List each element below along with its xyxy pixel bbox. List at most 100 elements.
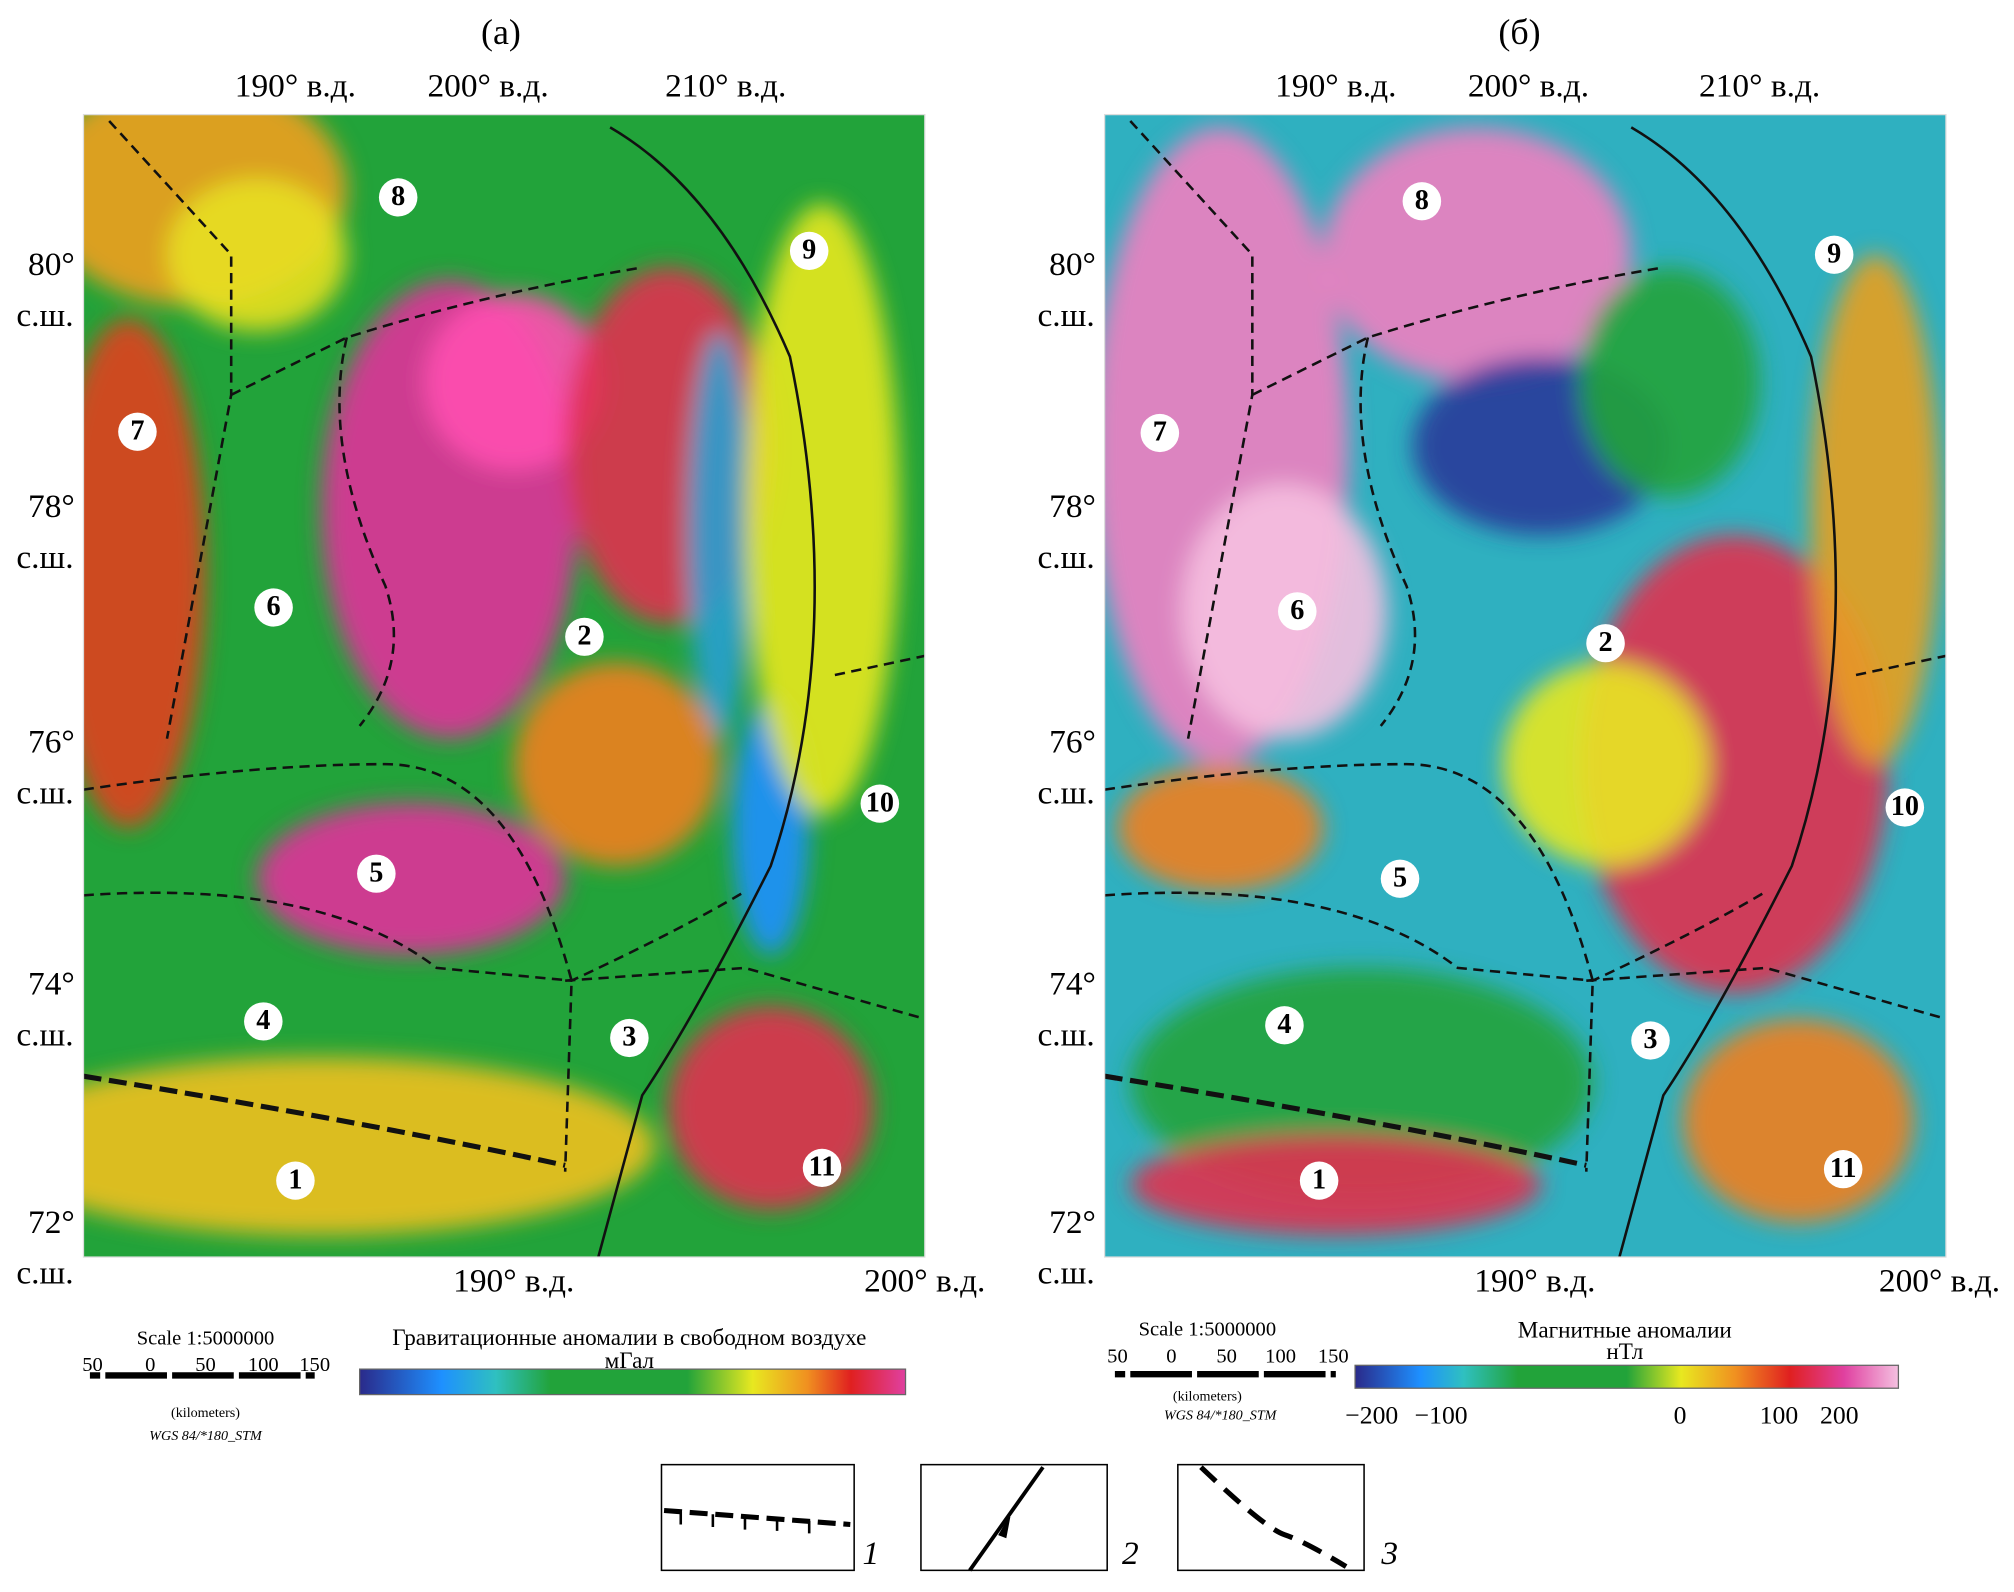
lat-label: с.ш. bbox=[1037, 1017, 1094, 1054]
region-marker bbox=[244, 1002, 283, 1041]
lat-label: 74° bbox=[28, 966, 75, 1003]
lat-label: с.ш. bbox=[16, 1017, 73, 1054]
scale-projection: WGS 84/*180_STM bbox=[149, 1428, 263, 1444]
map bbox=[1103, 113, 1947, 1258]
boundary bbox=[1855, 654, 1946, 677]
lat-label: с.ш. bbox=[1037, 1255, 1094, 1292]
lat-label: 72° bbox=[28, 1204, 75, 1241]
lat-label: 78° bbox=[1049, 488, 1096, 525]
region-marker bbox=[276, 1161, 315, 1200]
region-label: 11 bbox=[809, 1152, 836, 1183]
colorbar-title: Магнитные аномалии bbox=[1518, 1317, 1732, 1343]
lat-label: с.ш. bbox=[16, 775, 73, 812]
boundary bbox=[834, 654, 925, 677]
lat-label: 80° bbox=[1049, 246, 1096, 283]
scale-unit: (kilometers) bbox=[1173, 1388, 1242, 1404]
region-label: 10 bbox=[1891, 791, 1919, 822]
scale-title: Scale 1:5000000 bbox=[137, 1328, 274, 1350]
anomaly bbox=[423, 292, 604, 472]
region-label: 4 bbox=[256, 1005, 270, 1036]
lat-label: 78° bbox=[28, 488, 75, 525]
lat-label: с.ш. bbox=[16, 1255, 73, 1292]
lat-label: с.ш. bbox=[16, 297, 73, 334]
lat-label: с.ш. bbox=[16, 539, 73, 576]
colorbar-tick: 0 bbox=[1674, 1400, 1687, 1429]
region-label: 2 bbox=[577, 621, 591, 652]
lat-label: с.ш. bbox=[1037, 539, 1094, 576]
region-marker bbox=[1885, 788, 1925, 827]
region-marker bbox=[1402, 182, 1442, 221]
region-label: 10 bbox=[866, 787, 894, 818]
lon-label: 190° в.д. bbox=[1474, 1263, 1595, 1300]
boundary bbox=[83, 762, 573, 1172]
scale-tick: 50 bbox=[1216, 1345, 1237, 1367]
scale-tick: 50 bbox=[195, 1354, 216, 1376]
lon-label: 210° в.д. bbox=[665, 68, 786, 105]
region-label: 7 bbox=[130, 416, 144, 447]
region-marker bbox=[1814, 235, 1854, 274]
anomaly bbox=[744, 203, 900, 816]
scale-title: Scale 1:5000000 bbox=[1139, 1319, 1276, 1341]
boundary bbox=[565, 966, 925, 1021]
region-marker bbox=[357, 854, 396, 893]
legend-label: 1 bbox=[863, 1535, 880, 1572]
colorbar-title: Гравитационные аномалии в свободном возд… bbox=[392, 1324, 866, 1350]
region-marker bbox=[1631, 1021, 1670, 1060]
region-marker bbox=[1380, 859, 1420, 898]
boundary bbox=[230, 266, 643, 396]
scale-tick: 0 bbox=[1166, 1345, 1176, 1367]
region-marker bbox=[1140, 413, 1180, 453]
strike-slip bbox=[1618, 126, 1838, 1258]
anomaly bbox=[83, 1057, 655, 1236]
scale-unit: (kilometers) bbox=[171, 1405, 240, 1421]
region-marker bbox=[1823, 1150, 1863, 1189]
lon-label: 200° в.д. bbox=[1879, 1263, 2000, 1300]
anomaly bbox=[667, 1006, 874, 1210]
legend bbox=[660, 1463, 1365, 1572]
anomaly bbox=[1502, 662, 1709, 867]
scale-tick: 50 bbox=[82, 1354, 103, 1376]
map-image bbox=[1104, 114, 1946, 1258]
legend-label: 2 bbox=[1122, 1535, 1139, 1572]
colorbar-tick: −100 bbox=[1415, 1400, 1468, 1429]
lat-label: 72° bbox=[1049, 1204, 1096, 1241]
lon-label: 190° в.д. bbox=[235, 68, 356, 105]
colorbar-tick: −200 bbox=[1345, 1400, 1398, 1429]
region-marker bbox=[1586, 624, 1625, 663]
region-label: 1 bbox=[1312, 1164, 1326, 1195]
region-marker bbox=[565, 617, 604, 656]
scale-tick: 100 bbox=[1265, 1345, 1296, 1367]
region-label: 1 bbox=[288, 1164, 302, 1195]
boundary bbox=[83, 890, 746, 982]
lat-label: с.ш. bbox=[1037, 775, 1094, 812]
lon-label: 200° в.д. bbox=[427, 68, 548, 105]
lon-label: 190° в.д. bbox=[453, 1263, 574, 1300]
anomaly bbox=[1811, 254, 1940, 765]
colorbar-unit: нТл bbox=[1606, 1338, 1643, 1364]
region-label: 2 bbox=[1598, 627, 1612, 658]
region-label: 8 bbox=[1415, 185, 1429, 216]
lon-label: 200° в.д. bbox=[864, 1263, 985, 1300]
panel-label: (а) bbox=[481, 12, 521, 52]
lat-label: с.ш. bbox=[1037, 297, 1094, 334]
anomaly bbox=[687, 331, 752, 739]
scale-tick: 100 bbox=[248, 1354, 279, 1376]
region-label: 9 bbox=[1827, 239, 1841, 270]
colorbar-tick: 200 bbox=[1820, 1400, 1859, 1429]
anomaly bbox=[513, 662, 720, 867]
map-frame bbox=[82, 113, 926, 1258]
map-frame bbox=[1103, 113, 1947, 1258]
scale-tick: 0 bbox=[145, 1354, 155, 1376]
region-marker bbox=[254, 588, 293, 627]
lon-label: 190° в.д. bbox=[1275, 68, 1396, 105]
region-marker bbox=[378, 178, 418, 217]
lat-label: 76° bbox=[1049, 724, 1096, 761]
faults bbox=[83, 120, 925, 1172]
strike-slip bbox=[596, 126, 816, 1258]
boundary bbox=[1104, 762, 1594, 1172]
scale-tick: 50 bbox=[1107, 1345, 1128, 1367]
region-marker bbox=[1278, 592, 1317, 631]
fault-line bbox=[83, 1073, 566, 1168]
region-marker bbox=[802, 1148, 842, 1187]
